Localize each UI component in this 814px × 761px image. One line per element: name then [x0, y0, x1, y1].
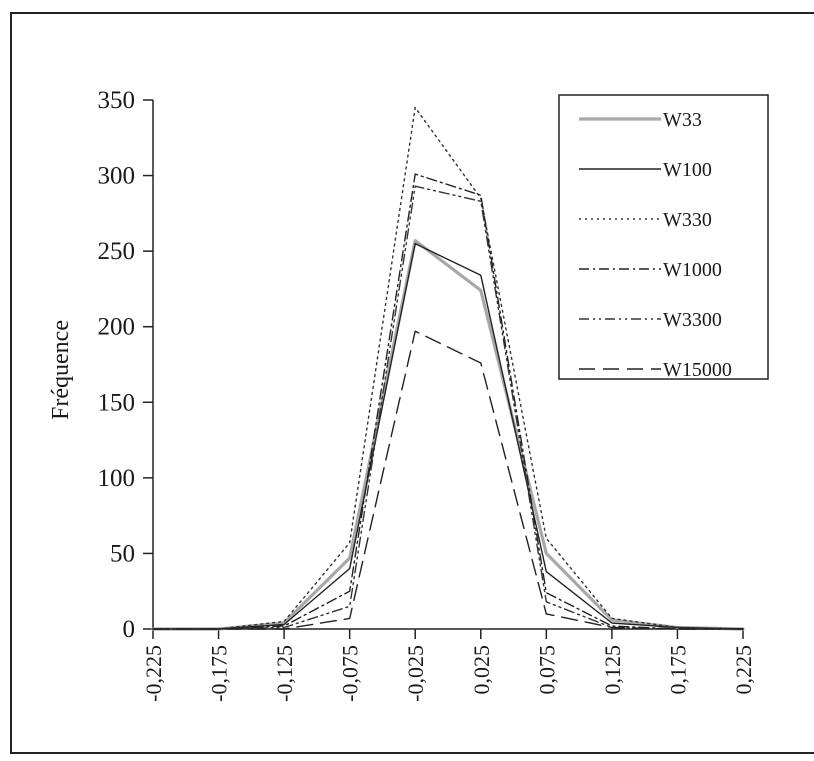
series-line-w330 — [152, 106, 744, 630]
legend-label-w1000: W1000 — [663, 259, 722, 281]
x-tick-label: 0,025 — [469, 645, 494, 695]
x-tick-label: 0,175 — [665, 645, 690, 695]
y-axis-label: Fréquence — [48, 320, 74, 420]
series-line-w1000 — [152, 173, 744, 630]
x-tick-label: 0,125 — [600, 645, 625, 695]
legend: W33 W100 W330 W1000 W3300 W15000 — [558, 94, 769, 381]
legend-box — [558, 94, 769, 380]
x-tick-label: -0,025 — [403, 645, 428, 702]
legend-label-w33: W33 — [663, 109, 702, 131]
series-lines — [151, 106, 745, 631]
y-tick-label: 300 — [98, 163, 136, 190]
series-line-w15000 — [152, 330, 744, 630]
y-tick-label: 350 — [98, 87, 136, 114]
series-line-w33 — [151, 239, 745, 631]
y-tick-label: 100 — [98, 465, 136, 492]
series-line-w100 — [152, 242, 744, 630]
y-tick-label: 50 — [110, 540, 135, 567]
y-tick-label: 200 — [98, 314, 136, 341]
x-tick-label: -0,175 — [207, 645, 232, 702]
y-tick-label: 150 — [98, 389, 136, 416]
x-tick-label: 0,075 — [534, 645, 559, 695]
x-tick-label: -0,075 — [338, 645, 363, 702]
y-tick-label: 250 — [98, 238, 136, 265]
legend-label-w15000: W15000 — [663, 359, 732, 381]
legend-label-w100: W100 — [663, 159, 712, 181]
legend-label-w3300: W3300 — [663, 309, 722, 331]
legend-label-w330: W330 — [663, 209, 712, 231]
x-tick-label: -0,125 — [272, 645, 297, 702]
x-tick-label: -0,225 — [141, 645, 166, 702]
y-tick-label: 0 — [123, 616, 136, 643]
x-tick-label: 0,225 — [731, 645, 756, 695]
